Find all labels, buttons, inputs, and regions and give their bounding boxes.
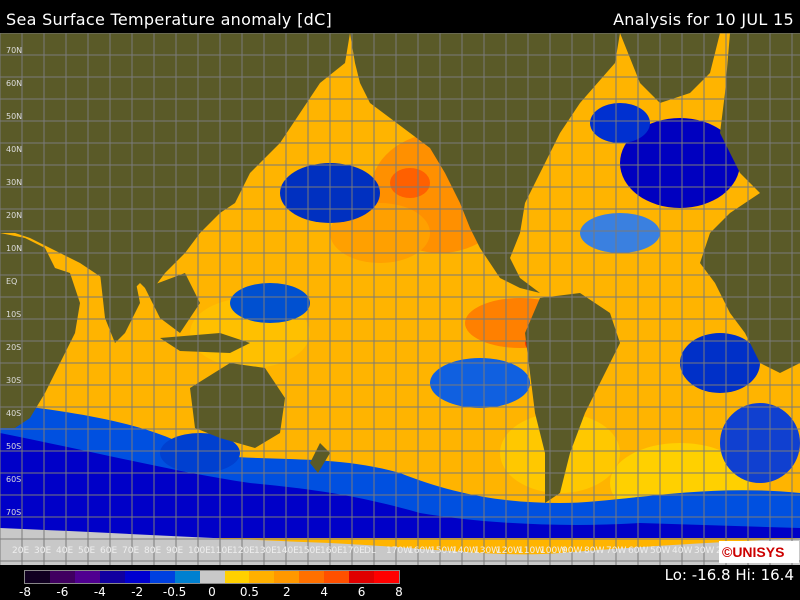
australia-land bbox=[190, 363, 285, 448]
europe-africa-right-land bbox=[700, 33, 800, 373]
legend-swatch bbox=[74, 571, 100, 583]
longitude-labels: 20E 30E 40E 50E 60E 70E 80E 90E 100E 110E 120E 130E… bbox=[12, 546, 758, 556]
africa-land bbox=[0, 233, 80, 428]
lon-label: 20E bbox=[12, 546, 29, 556]
indonesia-land bbox=[160, 333, 250, 353]
greenland-land bbox=[620, 33, 720, 103]
lon-label: 60W bbox=[628, 546, 648, 556]
lon-label: 90E bbox=[166, 546, 183, 556]
lon-label: 30E bbox=[34, 546, 51, 556]
lat-label: 40S bbox=[6, 409, 21, 418]
lon-label: 110W bbox=[518, 546, 544, 556]
legend-swatch bbox=[374, 571, 400, 583]
legend-label: 6 bbox=[357, 585, 366, 599]
lon-label: 80E bbox=[144, 546, 161, 556]
lon-label: 110E bbox=[210, 546, 233, 556]
legend-label: -6 bbox=[56, 585, 69, 599]
legend-label: 8 bbox=[395, 585, 403, 599]
lat-label: 20S bbox=[6, 343, 21, 352]
legend-swatch bbox=[274, 571, 300, 583]
lat-label: 40N bbox=[6, 145, 22, 154]
lat-label: 70N bbox=[6, 46, 22, 55]
lat-label: EQ bbox=[6, 277, 17, 286]
lon-label: 70E bbox=[122, 546, 139, 556]
lon-label: 170W bbox=[386, 546, 412, 556]
legend-swatch bbox=[174, 571, 200, 583]
legend-label: 4 bbox=[320, 585, 329, 599]
legend-label: -8 bbox=[19, 585, 31, 599]
map-canvas: 70N 60N 50N 40N 30N 20N 10N EQ 10S 20S 30S 40S 50S 60… bbox=[0, 33, 800, 565]
map-title: Sea Surface Temperature anomaly [dC] bbox=[6, 10, 333, 29]
legend-swatch bbox=[349, 571, 375, 583]
lat-label: 10N bbox=[6, 244, 22, 253]
lon-label: 160E bbox=[320, 546, 343, 556]
legend-label: 0.5 bbox=[239, 585, 259, 599]
lon-label: 100W bbox=[540, 546, 566, 556]
lon-label: 50W bbox=[650, 546, 670, 556]
legend-swatch bbox=[249, 571, 275, 583]
legend-label: -0.5 bbox=[162, 585, 187, 599]
lon-label: 130W bbox=[474, 546, 500, 556]
lon-label: 170E bbox=[342, 546, 365, 556]
lat-label: 20N bbox=[6, 211, 22, 220]
legend-label: 2 bbox=[282, 585, 291, 599]
lon-label: 100E bbox=[188, 546, 211, 556]
lon-label: 130E bbox=[254, 546, 277, 556]
lat-label: 50S bbox=[6, 442, 21, 451]
antarctica-ice bbox=[0, 528, 800, 565]
legend-swatch bbox=[99, 571, 125, 583]
legend-swatch bbox=[124, 571, 150, 583]
color-legend bbox=[24, 570, 400, 584]
legend-label: -4 bbox=[93, 585, 106, 599]
lon-label: 120E bbox=[232, 546, 255, 556]
lon-label: 160W bbox=[408, 546, 434, 556]
lat-label: 50N bbox=[6, 112, 22, 121]
lat-label: 70S bbox=[6, 508, 21, 517]
legend-swatch bbox=[324, 571, 350, 583]
lat-label: 60N bbox=[6, 79, 22, 88]
lon-label: 80W bbox=[584, 546, 604, 556]
latitude-labels: 70N 60N 50N 40N 30N 20N 10N EQ 10S 20S 30S 40S 50S 60… bbox=[6, 46, 22, 517]
lon-label: 40W bbox=[672, 546, 692, 556]
legend-swatch bbox=[49, 571, 75, 583]
lon-label: 70W bbox=[606, 546, 626, 556]
lon-label: 30W bbox=[694, 546, 714, 556]
lon-label: DL bbox=[364, 546, 376, 556]
graticule-grid bbox=[0, 33, 800, 565]
legend-swatch bbox=[149, 571, 175, 583]
lon-label: 140E bbox=[276, 546, 299, 556]
lon-label: 150W bbox=[430, 546, 456, 556]
world-map[interactable]: 70N 60N 50N 40N 30N 20N 10N EQ 10S 20S 30S 40S 50S 60… bbox=[0, 33, 800, 565]
lon-label: 140W bbox=[452, 546, 478, 556]
legend-swatch bbox=[299, 571, 325, 583]
lon-label: 90W bbox=[562, 546, 582, 556]
lon-label: 150E bbox=[298, 546, 321, 556]
unisys-credit-logo: ©UNISYS bbox=[719, 541, 799, 563]
legend-swatch bbox=[199, 571, 225, 583]
lat-label: 10S bbox=[6, 310, 21, 319]
cold-patches bbox=[0, 103, 800, 538]
lo-hi-readout: Lo: -16.8 Hi: 16.4 bbox=[664, 566, 794, 584]
legend-label: 0 bbox=[208, 585, 216, 599]
lon-label: 60E bbox=[100, 546, 117, 556]
legend-label: -2 bbox=[131, 585, 144, 599]
lon-label: 40E bbox=[56, 546, 73, 556]
lat-label: 30N bbox=[6, 178, 22, 187]
lon-label: 50E bbox=[78, 546, 95, 556]
lon-label: 120W bbox=[496, 546, 522, 556]
se-asia-land bbox=[145, 273, 200, 333]
legend-swatch bbox=[224, 571, 250, 583]
lat-label: 60S bbox=[6, 475, 21, 484]
legend-swatch bbox=[25, 571, 50, 583]
lat-label: 30S bbox=[6, 376, 21, 385]
analysis-date: Analysis for 10 JUL 15 bbox=[613, 10, 794, 29]
